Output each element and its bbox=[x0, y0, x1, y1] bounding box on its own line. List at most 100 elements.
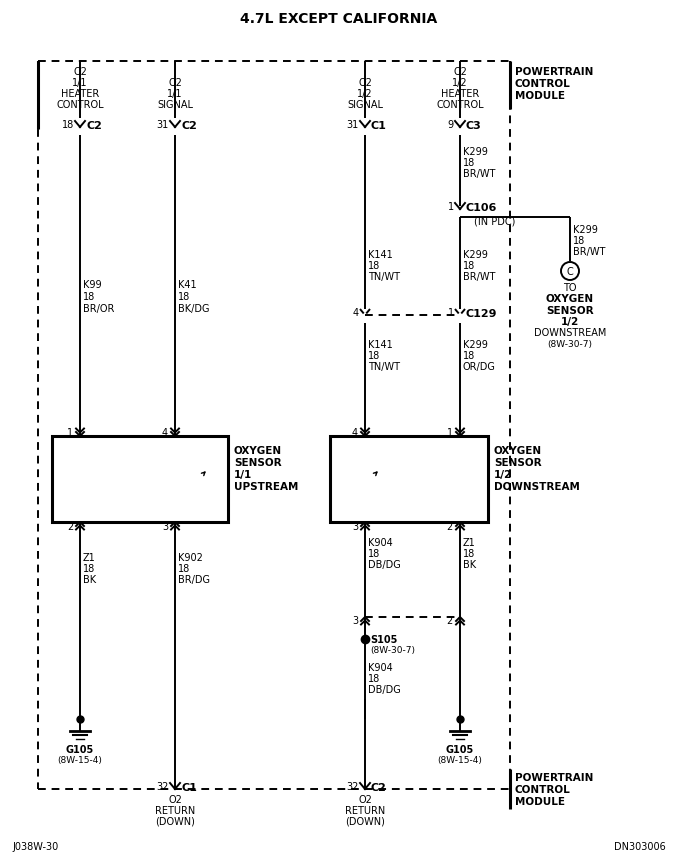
Text: C2: C2 bbox=[181, 121, 197, 131]
Text: (8W-30-7): (8W-30-7) bbox=[370, 646, 415, 655]
Text: DB/DG: DB/DG bbox=[368, 684, 401, 694]
Text: SENSOR: SENSOR bbox=[234, 457, 281, 467]
Text: (DOWN): (DOWN) bbox=[155, 816, 195, 826]
Text: 18: 18 bbox=[178, 292, 191, 302]
Text: K299: K299 bbox=[463, 339, 488, 350]
Text: 18: 18 bbox=[368, 351, 380, 361]
Text: O2: O2 bbox=[73, 67, 87, 77]
Text: BR/WT: BR/WT bbox=[463, 272, 496, 281]
Text: TO: TO bbox=[563, 282, 577, 293]
Text: CONTROL: CONTROL bbox=[56, 100, 104, 110]
Text: K41: K41 bbox=[178, 280, 197, 290]
Text: (8W-15-4): (8W-15-4) bbox=[58, 755, 102, 764]
Text: K299: K299 bbox=[463, 250, 488, 259]
Text: 31: 31 bbox=[346, 120, 359, 130]
Text: 1/2: 1/2 bbox=[494, 469, 513, 479]
Text: 18: 18 bbox=[463, 261, 475, 270]
Text: 9: 9 bbox=[448, 120, 454, 130]
Text: C: C bbox=[567, 267, 574, 276]
Text: K99: K99 bbox=[83, 280, 102, 290]
Text: (8W-30-7): (8W-30-7) bbox=[548, 340, 593, 349]
Text: C3: C3 bbox=[466, 121, 482, 131]
Text: RETURN: RETURN bbox=[345, 805, 385, 815]
Text: G105: G105 bbox=[446, 744, 474, 754]
Text: TN/WT: TN/WT bbox=[368, 362, 400, 372]
Text: BR/DG: BR/DG bbox=[178, 574, 210, 584]
Text: (DOWN): (DOWN) bbox=[345, 816, 385, 826]
Text: K299: K299 bbox=[573, 224, 598, 235]
Text: 4: 4 bbox=[353, 308, 359, 317]
Text: 1: 1 bbox=[448, 202, 454, 212]
Text: BR/WT: BR/WT bbox=[463, 169, 496, 179]
Text: CONTROL: CONTROL bbox=[515, 784, 571, 794]
Text: HEATER: HEATER bbox=[441, 89, 479, 99]
Text: K141: K141 bbox=[368, 250, 393, 259]
Text: 18: 18 bbox=[573, 235, 585, 246]
Text: BR/WT: BR/WT bbox=[573, 247, 605, 257]
Text: 18: 18 bbox=[368, 548, 380, 559]
Text: K299: K299 bbox=[463, 147, 488, 157]
Text: 3: 3 bbox=[352, 521, 358, 531]
Text: POWERTRAIN: POWERTRAIN bbox=[515, 772, 593, 782]
Text: SENSOR: SENSOR bbox=[546, 305, 594, 316]
Text: 18: 18 bbox=[83, 292, 95, 302]
Text: 1/2: 1/2 bbox=[452, 78, 468, 88]
Text: SENSOR: SENSOR bbox=[494, 457, 542, 467]
Text: POWERTRAIN: POWERTRAIN bbox=[515, 67, 593, 77]
Text: CONTROL: CONTROL bbox=[515, 79, 571, 89]
Bar bbox=[52, 437, 228, 522]
Text: 3: 3 bbox=[352, 615, 358, 625]
Text: G105: G105 bbox=[66, 744, 94, 754]
Text: RETURN: RETURN bbox=[155, 805, 195, 815]
Text: MODULE: MODULE bbox=[515, 91, 565, 101]
Text: 1: 1 bbox=[67, 427, 73, 438]
Text: 4: 4 bbox=[162, 427, 168, 438]
Text: C1: C1 bbox=[371, 121, 387, 131]
Text: DB/DG: DB/DG bbox=[368, 560, 401, 569]
Text: 4.7L EXCEPT CALIFORNIA: 4.7L EXCEPT CALIFORNIA bbox=[241, 12, 437, 26]
Text: C1: C1 bbox=[181, 782, 197, 792]
Text: 2: 2 bbox=[66, 521, 73, 531]
Text: DN303006: DN303006 bbox=[614, 841, 666, 851]
Text: OXYGEN: OXYGEN bbox=[494, 445, 542, 456]
Text: O2: O2 bbox=[168, 794, 182, 804]
Text: K902: K902 bbox=[178, 553, 203, 562]
Text: C129: C129 bbox=[466, 309, 498, 319]
Text: O2: O2 bbox=[168, 78, 182, 88]
Text: OR/DG: OR/DG bbox=[463, 362, 496, 372]
Text: UPSTREAM: UPSTREAM bbox=[234, 481, 298, 491]
Text: 1: 1 bbox=[447, 427, 453, 438]
Text: 2: 2 bbox=[447, 521, 453, 531]
Text: BR/OR: BR/OR bbox=[83, 304, 115, 314]
Text: 3: 3 bbox=[162, 521, 168, 531]
Text: 18: 18 bbox=[463, 548, 475, 559]
Text: Z1: Z1 bbox=[463, 537, 476, 548]
Text: 4: 4 bbox=[352, 427, 358, 438]
Text: OXYGEN: OXYGEN bbox=[234, 445, 282, 456]
Text: OXYGEN: OXYGEN bbox=[546, 293, 594, 304]
Text: C106: C106 bbox=[466, 203, 498, 212]
Text: DOWNSTREAM: DOWNSTREAM bbox=[534, 328, 606, 338]
Text: MODULE: MODULE bbox=[515, 796, 565, 806]
Bar bbox=[330, 437, 488, 522]
Text: (IN PDC): (IN PDC) bbox=[474, 217, 515, 227]
Text: C2: C2 bbox=[371, 782, 387, 792]
Text: O2: O2 bbox=[358, 78, 372, 88]
Text: O2: O2 bbox=[453, 67, 467, 77]
Text: K904: K904 bbox=[368, 662, 393, 672]
Text: 18: 18 bbox=[368, 673, 380, 683]
Text: O2: O2 bbox=[358, 794, 372, 804]
Text: BK: BK bbox=[463, 560, 476, 569]
Text: S105: S105 bbox=[370, 635, 397, 644]
Text: DOWNSTREAM: DOWNSTREAM bbox=[494, 481, 580, 491]
Bar bbox=[72, 472, 92, 487]
Text: TN/WT: TN/WT bbox=[368, 272, 400, 281]
Text: 1/2: 1/2 bbox=[561, 316, 579, 327]
Text: 1/1: 1/1 bbox=[167, 89, 183, 99]
Bar bbox=[450, 472, 470, 487]
Text: C2: C2 bbox=[86, 121, 102, 131]
Text: K141: K141 bbox=[368, 339, 393, 350]
Text: J038W-30: J038W-30 bbox=[12, 841, 58, 851]
Text: 18: 18 bbox=[178, 563, 191, 573]
Text: SIGNAL: SIGNAL bbox=[347, 100, 383, 110]
